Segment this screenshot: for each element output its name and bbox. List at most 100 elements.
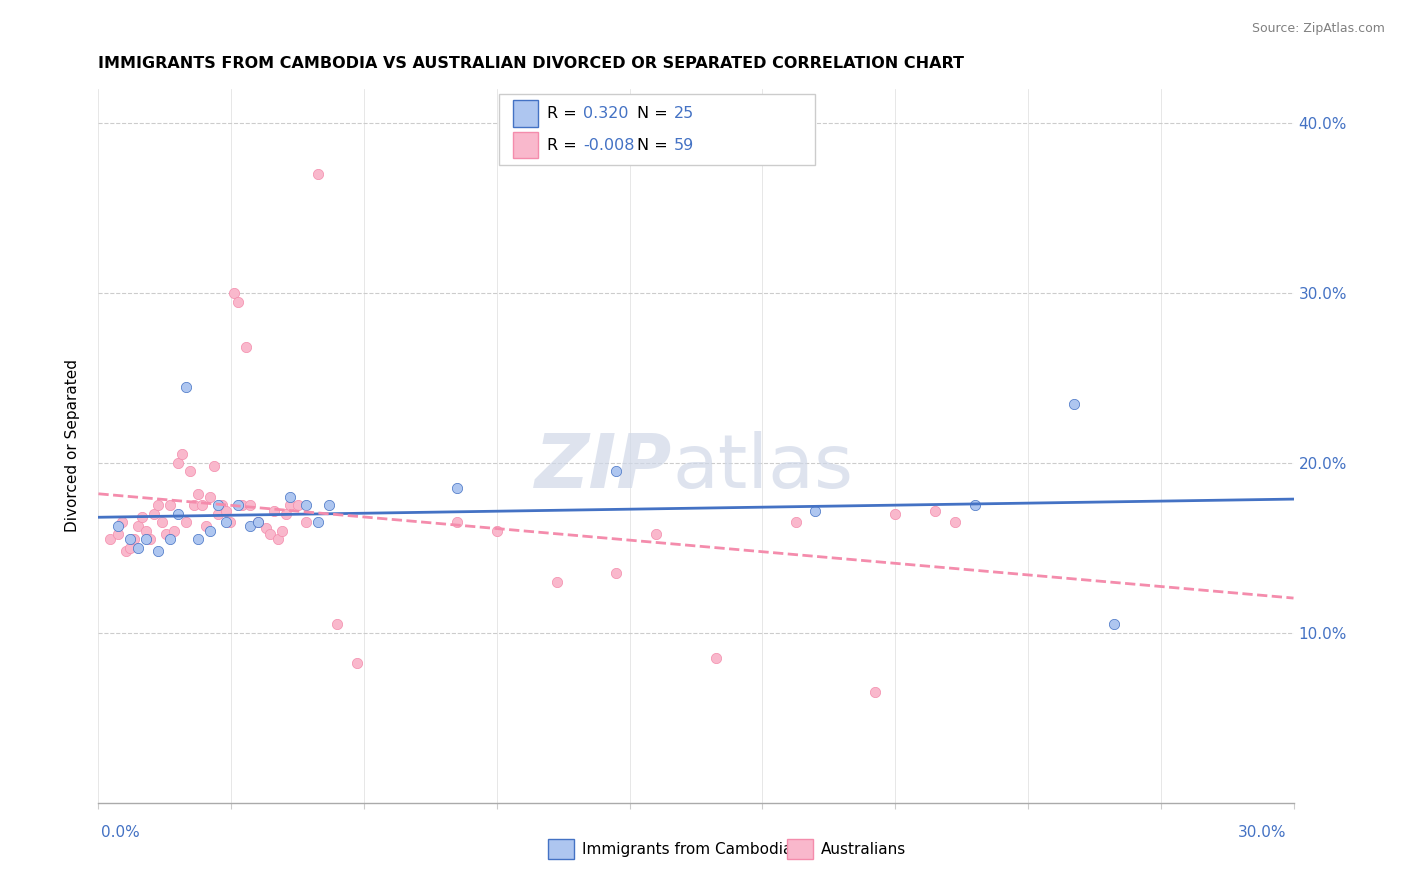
Point [183,499,205,513]
Text: 0.0%: 0.0% [101,825,141,839]
Point [785,516,807,530]
Point [202,459,225,474]
Point [865,685,887,699]
Text: -0.008: -0.008 [583,137,636,153]
Point [446,516,468,530]
Text: 59: 59 [673,137,693,153]
Point [485,524,508,538]
Point [226,499,249,513]
Point [307,516,329,530]
Point [115,544,138,558]
Point [191,499,214,513]
Point [274,507,297,521]
Point [1104,617,1126,632]
Point [307,167,329,181]
Point [239,499,262,513]
Point [254,520,277,534]
Point [187,486,209,500]
Point [207,507,229,521]
Point [167,456,190,470]
Y-axis label: Divorced or Separated: Divorced or Separated [65,359,80,533]
Point [135,533,157,547]
Point [278,499,301,513]
Point [207,499,229,513]
Text: 25: 25 [673,106,693,121]
Point [98,533,122,547]
Text: 0.320: 0.320 [583,106,628,121]
Point [446,482,468,496]
Text: N =: N = [637,106,673,121]
Point [294,516,316,530]
Text: Australians: Australians [821,842,907,856]
Point [259,527,281,541]
Point [270,524,292,538]
Point [267,533,290,547]
Point [148,499,170,513]
Text: 30.0%: 30.0% [1239,825,1286,839]
Point [246,516,269,530]
Point [326,617,349,632]
Point [943,516,966,530]
Point [219,516,242,530]
Point [174,516,197,530]
Point [143,507,166,521]
Point [150,516,173,530]
Point [231,499,253,513]
Text: Immigrants from Cambodia: Immigrants from Cambodia [582,842,793,856]
Text: R =: R = [547,106,582,121]
Point [159,533,181,547]
Point [804,503,827,517]
Point [127,541,149,555]
Point [605,566,627,581]
Point [211,499,233,513]
Point [215,503,238,517]
Point [884,507,907,521]
Point [1063,396,1085,410]
Point [294,499,316,513]
Text: Source: ZipAtlas.com: Source: ZipAtlas.com [1251,22,1385,36]
Point [278,490,301,504]
Point [135,524,157,538]
Point [924,503,946,517]
Point [174,379,197,393]
Point [963,499,986,513]
Text: IMMIGRANTS FROM CAMBODIA VS AUSTRALIAN DIVORCED OR SEPARATED CORRELATION CHART: IMMIGRANTS FROM CAMBODIA VS AUSTRALIAN D… [98,56,965,71]
Point [605,465,627,479]
Point [179,465,201,479]
Point [159,499,181,513]
Point [107,519,129,533]
Point [318,499,340,513]
Point [226,294,249,309]
Text: R =: R = [547,137,582,153]
Point [346,657,368,671]
Point [222,286,245,301]
Text: N =: N = [637,137,673,153]
Point [148,544,170,558]
Point [167,507,190,521]
Point [120,541,142,555]
Point [187,533,209,547]
Point [546,574,568,589]
Point [239,519,262,533]
Point [131,510,153,524]
Point [127,519,149,533]
Point [195,519,218,533]
Point [198,524,221,538]
Point [263,503,285,517]
Point [215,516,238,530]
Point [198,490,221,504]
Point [645,527,668,541]
Point [111,516,134,530]
Point [155,527,177,541]
Point [172,448,194,462]
Point [246,516,269,530]
Text: atlas: atlas [672,431,853,504]
Point [287,499,309,513]
Point [124,533,146,547]
Point [163,524,186,538]
Point [139,533,162,547]
Text: ZIP: ZIP [534,431,672,504]
Point [704,651,727,665]
Point [107,527,129,541]
Point [235,341,257,355]
